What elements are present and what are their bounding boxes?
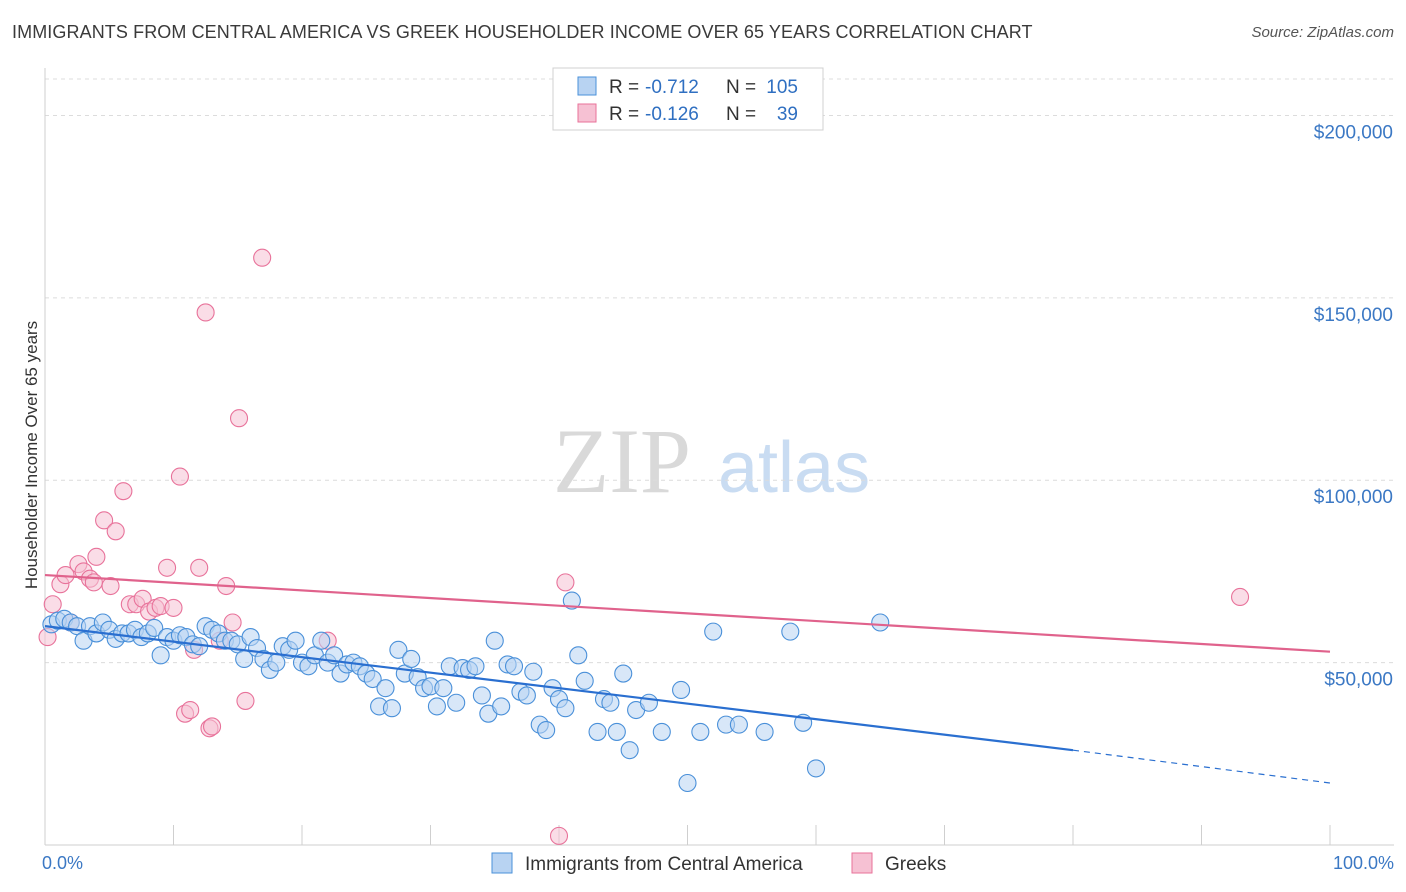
data-point-greeks <box>170 467 189 486</box>
data-point-greeks <box>95 511 114 530</box>
data-point-greeks <box>203 717 222 736</box>
y-tick-label: $150,000 <box>1314 305 1393 326</box>
data-point-greeks <box>549 826 569 845</box>
data-point-central-america <box>588 722 607 741</box>
data-point-central-america <box>639 693 659 712</box>
x-axis-ticks: 0.0% 100.0% <box>42 853 1394 873</box>
trend-lines <box>44 573 1331 784</box>
trend-line-central-america <box>44 625 1074 752</box>
data-point-central-america <box>871 613 890 632</box>
data-point-central-america <box>569 646 588 665</box>
data-point-central-america <box>806 759 826 778</box>
data-point-central-america <box>434 679 453 698</box>
y-axis-ticks: $50,000 $100,000 $150,000 $200,000 <box>1314 122 1393 690</box>
legend-n-label-1: N = <box>726 77 756 98</box>
data-point-central-america <box>704 622 723 641</box>
data-point-central-america <box>678 773 697 793</box>
legend-n-value-2: 39 <box>777 104 798 125</box>
source-label: Source: ZipAtlas.com <box>1251 24 1394 41</box>
data-point-greeks <box>196 303 215 322</box>
chart-title: IMMIGRANTS FROM CENTRAL AMERICA VS GREEK… <box>12 22 1033 42</box>
data-point-central-america <box>537 721 556 740</box>
data-point-central-america <box>672 680 691 700</box>
correlation-legend: R = -0.712 N = 105 R = -0.126 N = 39 <box>552 67 824 131</box>
series-legend-label-pink: Greeks <box>885 854 946 875</box>
data-point-central-america <box>601 693 620 712</box>
data-point-central-america <box>389 640 408 659</box>
legend-swatch-pink <box>577 103 597 123</box>
data-point-central-america <box>402 649 421 669</box>
y-tick-label: $50,000 <box>1324 670 1393 691</box>
data-point-central-america <box>427 697 446 716</box>
data-point-central-america <box>517 686 536 705</box>
data-point-greeks <box>190 558 209 577</box>
data-point-central-america <box>575 671 594 690</box>
data-point-greeks <box>101 576 120 596</box>
trend-line-greeks <box>44 573 1331 653</box>
data-point-central-america <box>382 699 402 718</box>
data-point-central-america <box>614 664 633 683</box>
data-point-central-america <box>286 631 305 650</box>
legend-r-value-1: -0.712 <box>645 77 699 98</box>
legend-n-label-2: N = <box>726 104 756 125</box>
data-point-greeks <box>43 595 62 614</box>
data-point-central-america <box>607 722 626 741</box>
data-point-central-america <box>363 669 382 689</box>
data-point-central-america <box>472 686 491 705</box>
legend-r-value-2: -0.126 <box>645 104 699 125</box>
data-point-greeks <box>84 573 103 592</box>
data-point-greeks <box>114 482 133 501</box>
x-tick-label: 0.0% <box>42 853 83 873</box>
greeks-points <box>38 248 1250 845</box>
data-point-central-america <box>267 653 286 672</box>
data-point-greeks <box>556 573 575 592</box>
data-point-central-america <box>492 697 511 716</box>
legend-swatch-blue <box>577 76 597 96</box>
y-axis-label: Householder Income Over 65 years <box>22 321 41 589</box>
data-point-central-america <box>151 646 170 665</box>
data-point-greeks <box>106 522 125 541</box>
watermark-atlas: atlas <box>718 428 870 508</box>
data-point-greeks <box>158 558 177 577</box>
series-legend-swatch-pink <box>851 852 873 874</box>
data-point-greeks <box>1231 587 1250 607</box>
series-legend-label-blue: Immigrants from Central America <box>525 854 803 875</box>
data-point-greeks <box>223 613 242 632</box>
data-point-greeks <box>253 248 272 267</box>
gridlines <box>45 78 1394 664</box>
y-tick-label: $200,000 <box>1314 122 1393 143</box>
data-point-central-america <box>562 591 581 610</box>
data-point-greeks <box>236 691 255 710</box>
data-point-central-america <box>620 741 639 760</box>
data-point-central-america <box>691 722 710 741</box>
legend-r-label-1: R = <box>609 77 639 98</box>
data-point-central-america <box>485 631 504 650</box>
series-legend-swatch-blue <box>491 852 513 874</box>
data-point-greeks <box>87 547 106 566</box>
data-point-central-america <box>781 622 800 641</box>
data-point-central-america <box>652 722 671 741</box>
data-point-central-america <box>524 662 543 681</box>
series-legend: Immigrants from Central America Greeks <box>491 852 946 875</box>
data-point-central-america <box>312 631 331 650</box>
data-point-central-america <box>556 699 575 718</box>
data-point-greeks <box>229 409 249 428</box>
x-tick-label: 100.0% <box>1333 853 1394 873</box>
y-tick-label: $100,000 <box>1314 487 1393 508</box>
trend-line-central-america-extension <box>1072 749 1331 784</box>
data-point-central-america <box>376 679 395 698</box>
data-point-central-america <box>447 693 466 712</box>
legend-n-value-1: 105 <box>766 77 798 98</box>
data-point-central-america <box>466 657 485 676</box>
data-point-greeks <box>164 598 183 617</box>
central-america-points <box>42 591 890 793</box>
data-point-central-america <box>504 657 524 676</box>
data-point-central-america <box>755 722 774 741</box>
data-point-central-america <box>729 715 748 734</box>
legend-r-label-2: R = <box>609 104 639 125</box>
data-point-greeks <box>181 700 200 720</box>
watermark-zip: ZIP <box>553 410 691 512</box>
data-point-central-america <box>145 618 164 638</box>
